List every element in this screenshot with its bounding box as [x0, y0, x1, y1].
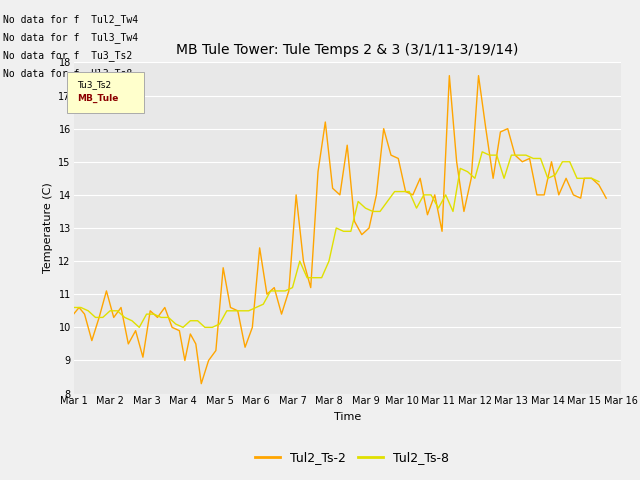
Text: MB_Tule: MB_Tule [77, 94, 118, 103]
Text: No data for f  Tu3_Ts2: No data for f Tu3_Ts2 [3, 50, 132, 61]
Text: Tu3_Ts2: Tu3_Ts2 [77, 80, 111, 89]
Title: MB Tule Tower: Tule Temps 2 & 3 (3/1/11-3/19/14): MB Tule Tower: Tule Temps 2 & 3 (3/1/11-… [176, 43, 518, 57]
Text: No data for f  Tul2_Tw4: No data for f Tul2_Tw4 [3, 13, 138, 24]
X-axis label: Time: Time [333, 412, 361, 422]
Y-axis label: Temperature (C): Temperature (C) [43, 182, 53, 274]
Legend: Tul2_Ts-2, Tul2_Ts-8: Tul2_Ts-2, Tul2_Ts-8 [250, 446, 454, 469]
Text: No data for f  Ul3_Ts8: No data for f Ul3_Ts8 [3, 68, 132, 79]
Text: No data for f  Tul3_Tw4: No data for f Tul3_Tw4 [3, 32, 138, 43]
